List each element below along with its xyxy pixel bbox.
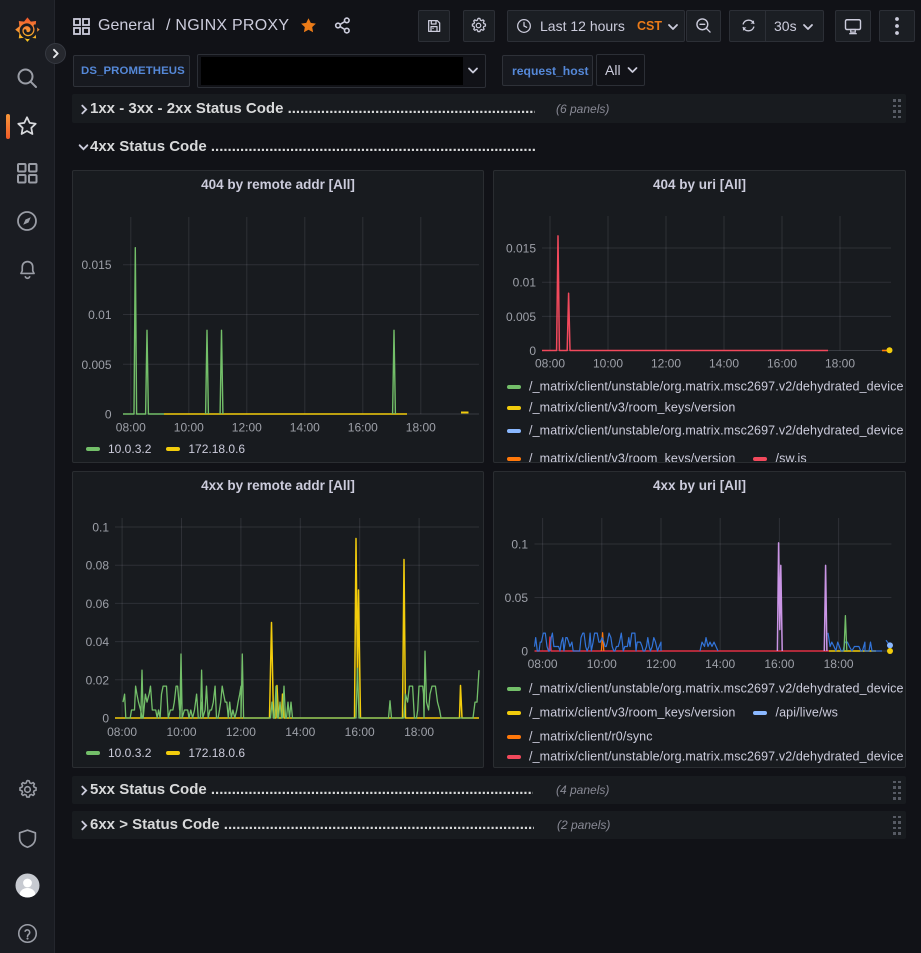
svg-text:0.1: 0.1 <box>511 538 528 552</box>
svg-text:14:00: 14:00 <box>290 421 320 435</box>
svg-text:16:00: 16:00 <box>348 421 378 435</box>
svg-text:08:00: 08:00 <box>107 725 137 739</box>
svg-text:0.08: 0.08 <box>86 559 110 573</box>
svg-text:0: 0 <box>529 344 536 358</box>
svg-text:10:00: 10:00 <box>587 657 617 671</box>
svg-text:18:00: 18:00 <box>404 725 434 739</box>
svg-text:10:00: 10:00 <box>593 357 623 371</box>
svg-text:0.05: 0.05 <box>505 591 529 605</box>
svg-text:16:00: 16:00 <box>767 357 797 371</box>
svg-text:10:00: 10:00 <box>166 725 196 739</box>
svg-text:0.01: 0.01 <box>513 276 537 290</box>
svg-text:0.015: 0.015 <box>506 242 536 256</box>
svg-text:0: 0 <box>105 408 112 422</box>
svg-text:08:00: 08:00 <box>528 657 558 671</box>
svg-text:18:00: 18:00 <box>825 357 855 371</box>
svg-text:0.1: 0.1 <box>92 521 109 535</box>
svg-text:14:00: 14:00 <box>285 725 315 739</box>
svg-text:0: 0 <box>521 645 528 659</box>
svg-text:16:00: 16:00 <box>345 725 375 739</box>
svg-text:18:00: 18:00 <box>406 421 436 435</box>
svg-text:12:00: 12:00 <box>226 725 256 739</box>
svg-text:0.01: 0.01 <box>88 308 112 322</box>
svg-text:14:00: 14:00 <box>709 357 739 371</box>
svg-text:0.015: 0.015 <box>81 258 111 272</box>
svg-text:0.02: 0.02 <box>86 673 110 687</box>
svg-text:12:00: 12:00 <box>646 657 676 671</box>
svg-text:0.005: 0.005 <box>506 310 536 324</box>
svg-text:08:00: 08:00 <box>535 357 565 371</box>
svg-text:0.005: 0.005 <box>81 358 111 372</box>
svg-text:12:00: 12:00 <box>651 357 681 371</box>
svg-text:0.04: 0.04 <box>86 635 110 649</box>
svg-text:18:00: 18:00 <box>824 657 854 671</box>
svg-text:12:00: 12:00 <box>232 421 262 435</box>
svg-text:10:00: 10:00 <box>174 421 204 435</box>
svg-text:14:00: 14:00 <box>705 657 735 671</box>
svg-text:0: 0 <box>102 712 109 726</box>
svg-text:16:00: 16:00 <box>764 657 794 671</box>
svg-text:0.06: 0.06 <box>86 597 110 611</box>
svg-text:08:00: 08:00 <box>116 421 146 435</box>
